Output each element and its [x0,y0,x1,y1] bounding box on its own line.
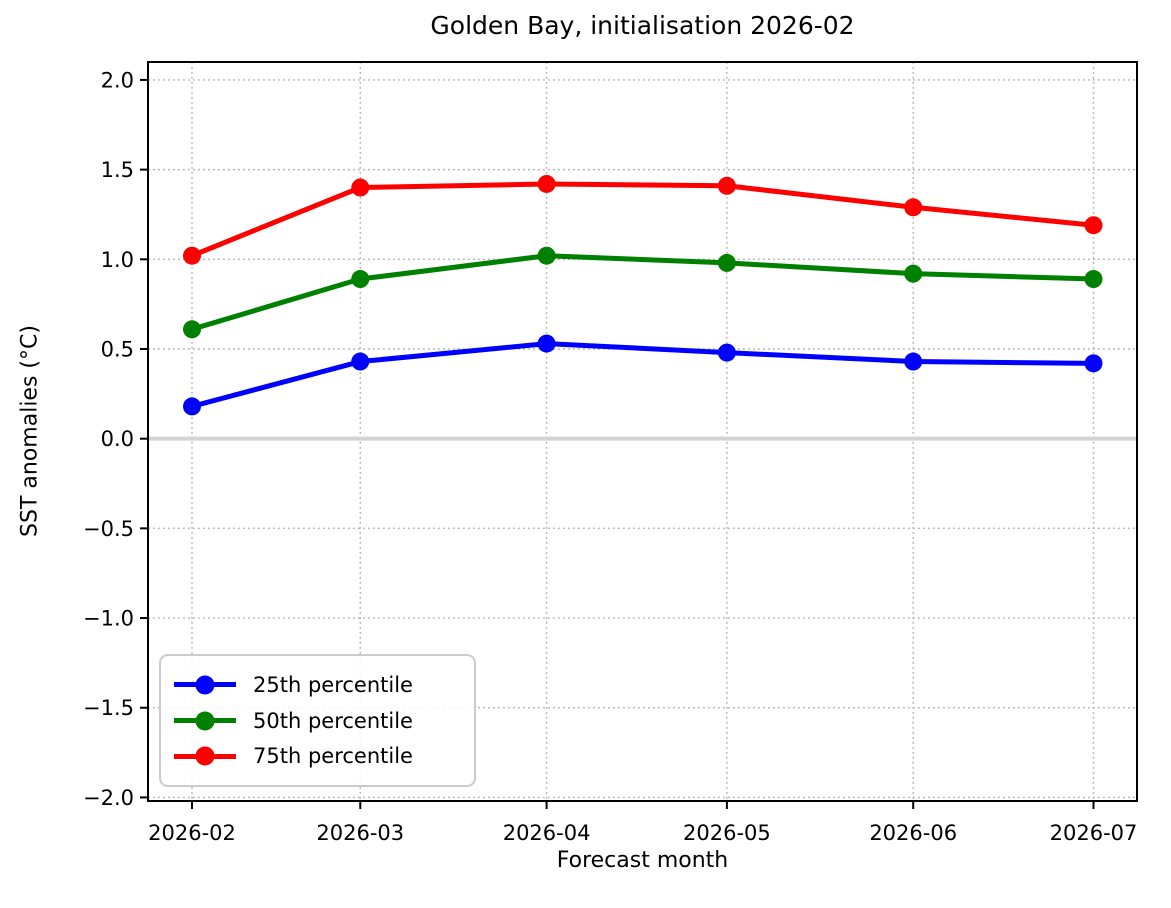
data-point [904,198,923,217]
x-tick-label: 2026-04 [503,821,591,845]
x-tick-label: 2026-06 [869,821,957,845]
x-tick-label: 2026-02 [148,821,236,845]
data-point [717,253,736,272]
y-axis-label: SST anomalies (°C) [17,325,43,537]
legend-item-50th-percentile: 50th percentile [174,709,461,733]
data-point [904,264,923,283]
series-line [189,341,1096,409]
series-75th-percentile [183,174,1103,265]
data-point [537,246,556,265]
x-tick-label: 2026-05 [683,821,771,845]
x-tick-label: 2026-07 [1050,821,1138,845]
x-tick-label: 2026-03 [316,821,404,845]
y-tick-label: −0.5 [83,517,134,541]
data-point [1084,270,1103,289]
data-point [537,174,556,193]
data-point [537,334,556,353]
tick-marks [140,78,1095,809]
legend-dot-icon [195,746,215,766]
data-point [351,270,370,289]
series-line [189,253,1096,332]
legend-item-75th-percentile: 75th percentile [174,744,461,768]
series-line [189,181,1096,259]
y-tick-label: 0.5 [101,337,134,361]
legend-line-marker-icon [174,711,236,730]
y-tick-label: 1.5 [101,158,134,182]
y-tick-label: −1.5 [83,696,134,720]
data-point [183,246,201,265]
y-tick-label: 2.0 [101,68,134,92]
data-point [1084,354,1103,373]
y-tick-label: −2.0 [83,786,134,810]
legend-line-marker-icon [174,675,236,695]
x-axis-label: Forecast month [556,848,729,873]
data-point [183,320,201,339]
y-tick-label: 1.0 [101,248,134,272]
legend-label: 25th percentile [253,672,413,697]
legend-line-marker-icon [174,746,236,766]
legend-item-25th-percentile: 25th percentile [174,673,461,697]
series-50th-percentile [183,246,1103,339]
data-point [717,343,736,362]
legend-label: 75th percentile [253,744,413,769]
axes-spines [147,61,1138,802]
y-tick-label: −1.0 [83,607,134,631]
data-point [904,352,923,371]
legend-box: 25th percentile 50th percentile 75th per… [159,654,476,787]
y-tick-label: 0.0 [101,427,134,451]
data-point [183,397,201,416]
legend-dot-icon [195,711,215,730]
data-point [351,352,370,371]
series-25th-percentile [183,334,1103,416]
data-point [717,176,736,195]
legend-label: 50th percentile [253,708,413,733]
legend-dot-icon [195,675,215,695]
data-point [351,178,370,197]
data-point [1084,216,1103,235]
tick-labels: 2.0 1.5 1.0 0.5 0.0 −0.5 −1.0 −1.5 −2.0 2026-02 20… [83,68,1137,845]
chart-title: Golden Bay, initialisation 2026-02 [430,11,855,40]
